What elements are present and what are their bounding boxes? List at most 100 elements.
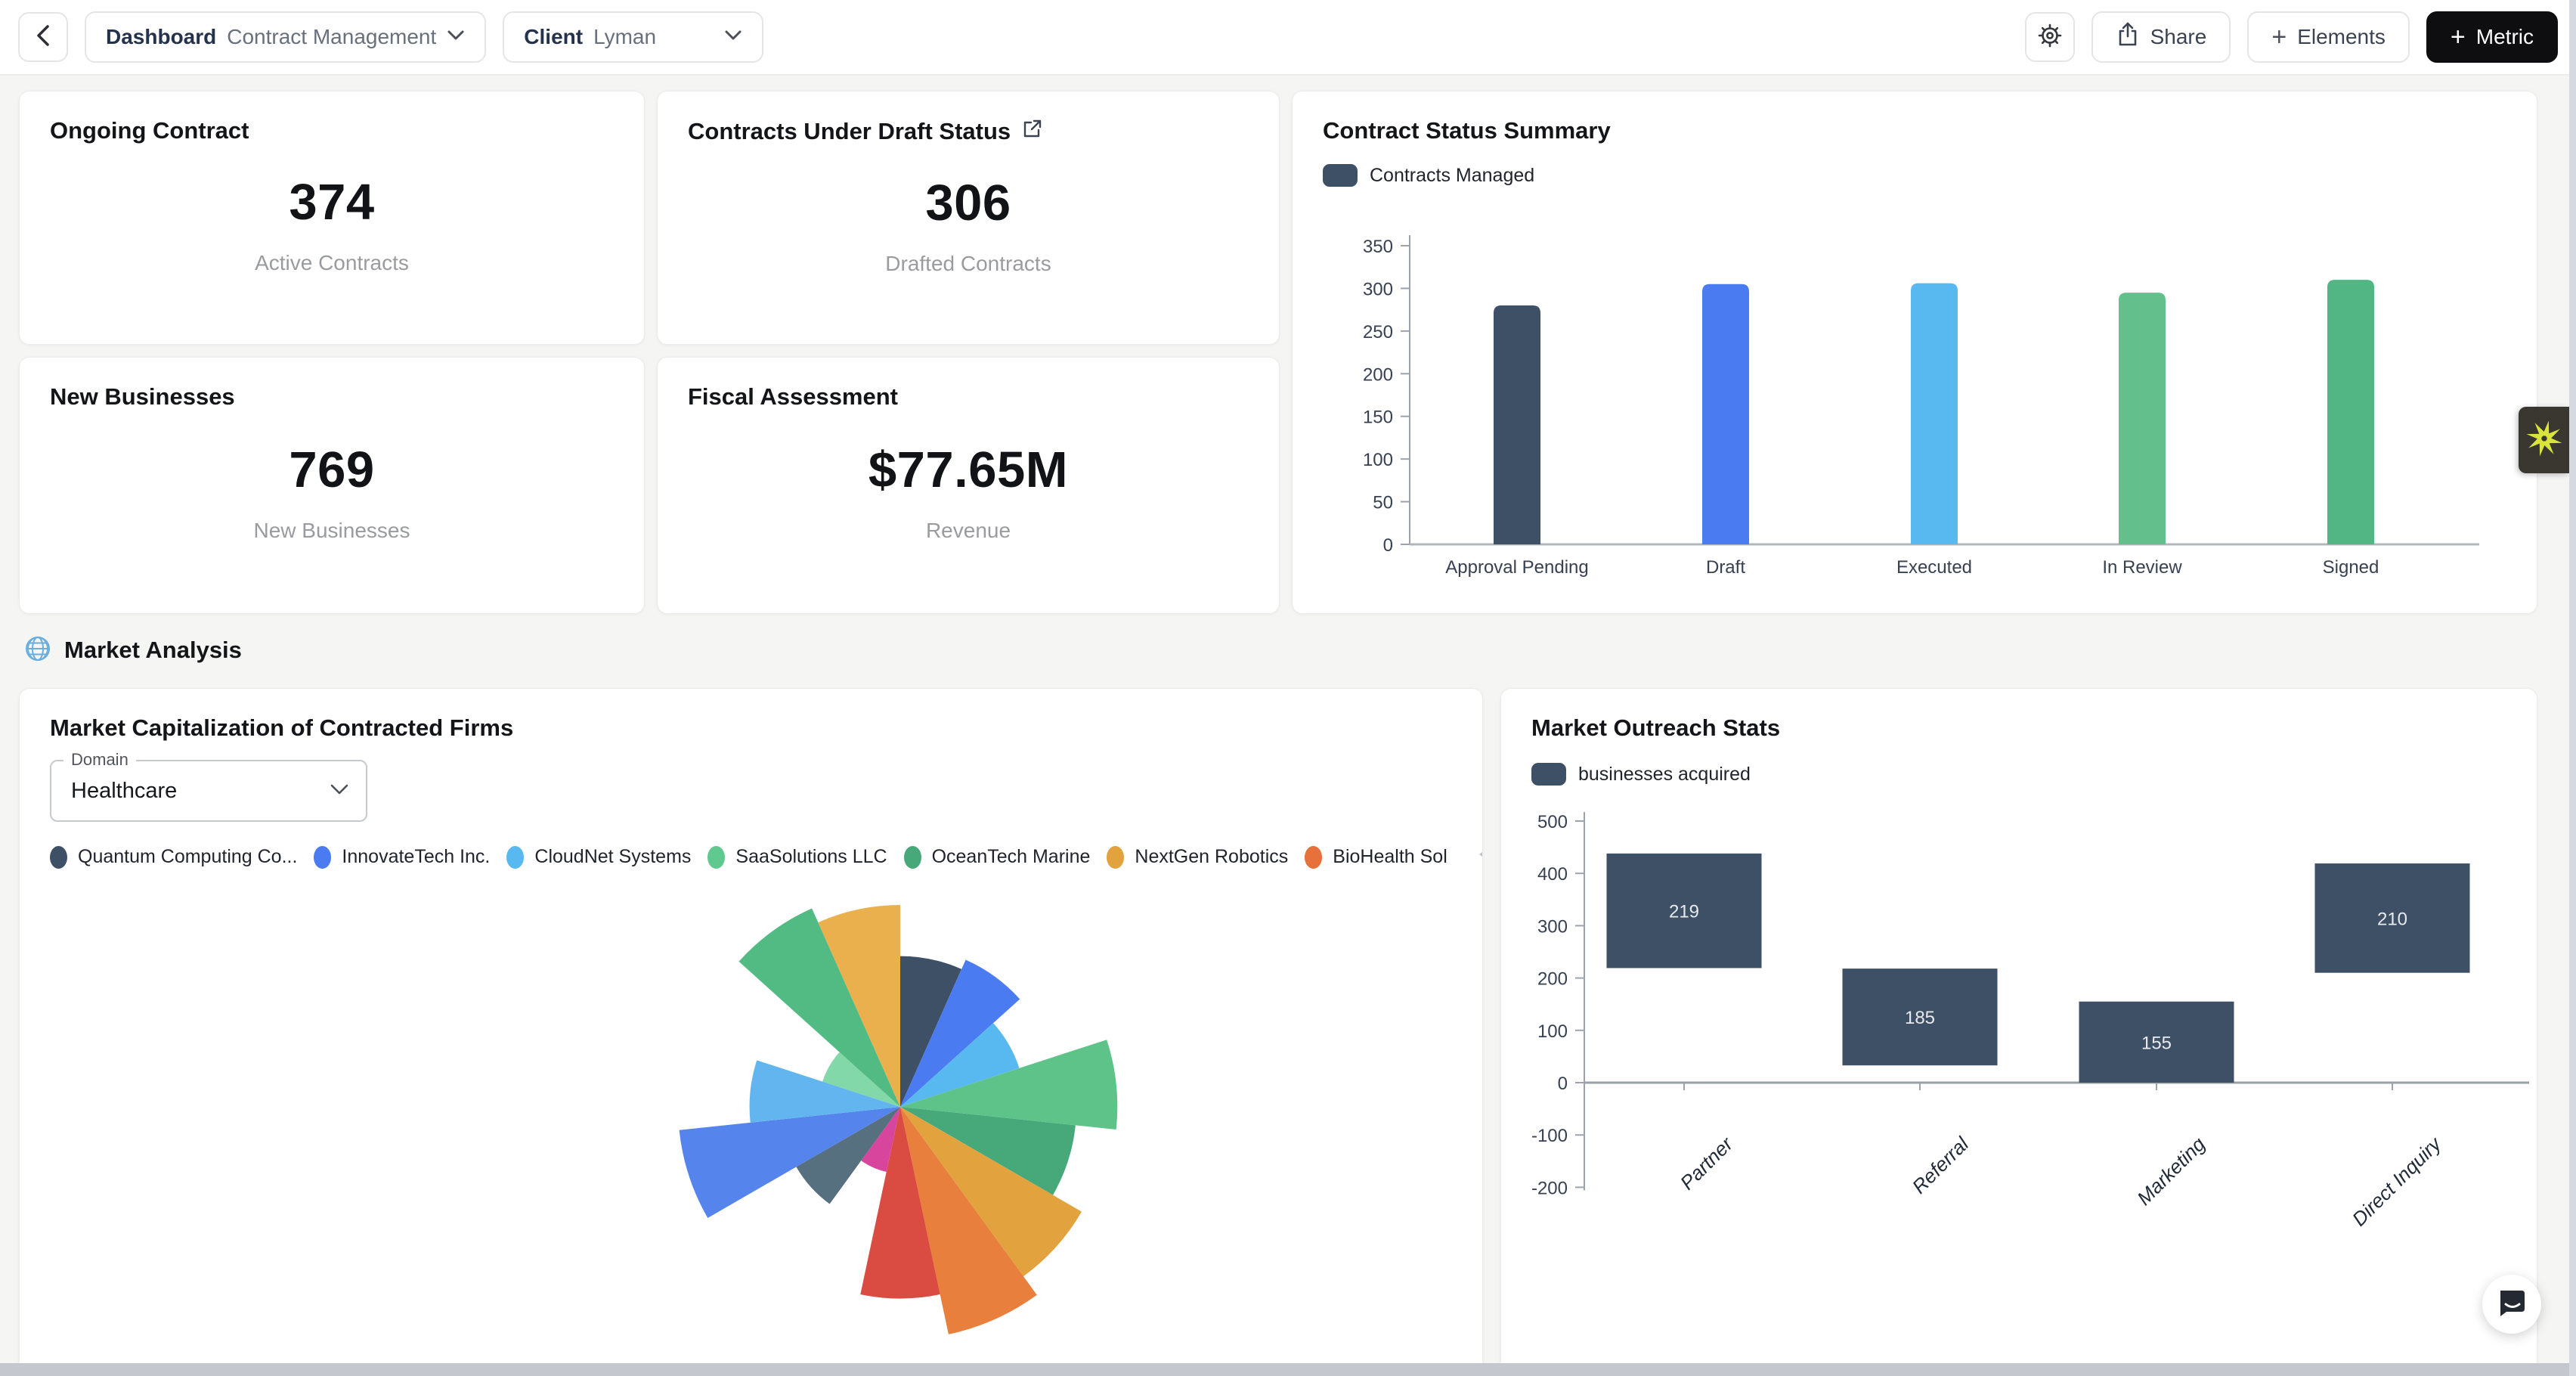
svg-text:Partner: Partner — [1676, 1132, 1738, 1194]
chart-title: Market Outreach Stats — [1531, 714, 1781, 741]
svg-text:Direct Inquiry: Direct Inquiry — [2348, 1132, 2447, 1231]
svg-text:150: 150 — [1363, 408, 1393, 428]
client-selector-label: Client — [524, 25, 584, 48]
legend-dot — [1107, 845, 1125, 869]
legend-item-label: CloudNet Systems — [534, 846, 692, 867]
domain-select[interactable]: Domain Healthcare — [50, 750, 367, 822]
svg-text:-200: -200 — [1531, 1178, 1568, 1198]
client-selector[interactable]: Client Lyman — [503, 11, 764, 63]
stat-value: 306 — [925, 174, 1011, 231]
card-title: Contracts Under Draft Status — [688, 118, 1011, 144]
chevron-down-icon — [330, 783, 349, 799]
card-title: Ongoing Contract — [50, 117, 249, 144]
vertical-scrollbar[interactable] — [2569, 0, 2576, 1376]
legend-item-label: NextGen Robotics — [1135, 846, 1289, 867]
ongoing-contract-card: Ongoing Contract 374 Active Contracts — [19, 91, 645, 345]
legend-item[interactable]: InnovateTech Inc. — [314, 845, 491, 869]
svg-text:Executed: Executed — [1896, 557, 1972, 578]
contracts-under-draft-card: Contracts Under Draft Status 306 Drafted… — [657, 91, 1280, 345]
legend-dot — [903, 845, 921, 869]
chevron-left-icon — [33, 20, 54, 54]
status-chart-legend[interactable]: Contracts Managed — [1323, 164, 2506, 187]
chevron-down-icon — [724, 29, 742, 45]
asterisk-icon — [2525, 419, 2564, 462]
legend-item[interactable]: SaaSolutions LLC — [707, 845, 887, 869]
dashboard-selector[interactable]: Dashboard Contract Management — [85, 11, 487, 63]
svg-text:Referral: Referral — [1908, 1132, 1974, 1198]
legend-prev-button[interactable] — [1476, 845, 1482, 869]
legend-item[interactable]: BioHealth Sol — [1305, 845, 1447, 869]
market-outreach-bar-chart[interactable]: 500 400 300 200 100 0 -100 -200 219 Partner 185 Ref… — [1531, 811, 2537, 1322]
card-title: Fiscal Assessment — [688, 383, 899, 410]
legend-item[interactable]: CloudNet Systems — [506, 845, 692, 869]
dashboard-selector-value: Contract Management — [227, 25, 437, 48]
svg-text:Approval Pending: Approval Pending — [1445, 557, 1588, 578]
svg-text:200: 200 — [1363, 364, 1393, 385]
legend-dot — [707, 845, 726, 869]
svg-text:350: 350 — [1363, 237, 1393, 257]
svg-text:155: 155 — [2141, 1033, 2172, 1053]
market-cap-legend: Quantum Computing Co... InnovateTech Inc.… — [50, 845, 1482, 869]
section-title: Market Analysis — [64, 637, 242, 663]
svg-text:210: 210 — [2377, 909, 2407, 929]
feedback-side-tab[interactable] — [2519, 407, 2569, 473]
chart-title: Market Capitalization of Contracted Firm… — [50, 714, 514, 741]
legend-dot — [1305, 845, 1323, 869]
legend-item[interactable]: NextGen Robotics — [1107, 845, 1289, 869]
svg-text:500: 500 — [1537, 812, 1568, 832]
legend-swatch — [1323, 164, 1358, 187]
svg-text:300: 300 — [1363, 279, 1393, 299]
svg-text:100: 100 — [1537, 1021, 1568, 1042]
stat-value: 374 — [289, 173, 375, 231]
share-button[interactable]: Share — [2091, 11, 2231, 63]
legend-dot — [314, 845, 332, 869]
topbar: Dashboard Contract Management Client Lym… — [0, 0, 2576, 76]
horizontal-scrollbar[interactable] — [0, 1363, 2569, 1376]
svg-text:250: 250 — [1363, 322, 1393, 342]
legend-dot — [50, 845, 67, 869]
external-link-icon[interactable] — [1021, 117, 1044, 146]
market-cap-rose-chart[interactable] — [50, 871, 1452, 1376]
outreach-chart-legend[interactable]: businesses acquired — [1531, 763, 2506, 786]
add-elements-button[interactable]: + Elements — [2247, 11, 2410, 63]
svg-text:400: 400 — [1537, 864, 1568, 885]
market-analysis-header: Market Analysis — [23, 634, 2576, 667]
domain-select-label: Domain — [63, 750, 136, 770]
add-metric-label: Metric — [2475, 25, 2534, 48]
legend-item[interactable]: Quantum Computing Co... — [50, 845, 298, 869]
settings-button[interactable] — [2024, 12, 2075, 62]
globe-icon — [23, 634, 52, 667]
svg-text:185: 185 — [1905, 1008, 1935, 1028]
share-icon — [2116, 21, 2140, 54]
back-button[interactable] — [18, 12, 68, 62]
legend-label: Contracts Managed — [1370, 164, 1535, 186]
svg-text:200: 200 — [1537, 969, 1568, 990]
dashboard-selector-label: Dashboard — [106, 25, 217, 48]
legend-pager: 1/3 — [1476, 845, 1482, 869]
stat-label: New Businesses — [253, 518, 410, 542]
stat-label: Revenue — [925, 518, 1011, 542]
chat-bubble-icon — [2495, 1286, 2528, 1323]
plus-icon: + — [2450, 23, 2466, 51]
svg-text:300: 300 — [1537, 916, 1568, 937]
gear-icon — [2035, 20, 2065, 54]
add-metric-button[interactable]: + Metric — [2426, 11, 2558, 63]
chat-launcher-button[interactable] — [2482, 1275, 2541, 1334]
stat-label: Active Contracts — [255, 250, 409, 274]
client-selector-value: Lyman — [593, 25, 657, 48]
stat-value: $77.65M — [868, 441, 1069, 498]
svg-text:219: 219 — [1669, 902, 1699, 922]
fiscal-assessment-card: Fiscal Assessment $77.65M Revenue — [657, 357, 1280, 614]
legend-items: Quantum Computing Co... InnovateTech Inc.… — [50, 845, 1464, 869]
legend-label: businesses acquired — [1578, 763, 1751, 785]
legend-item-label: InnovateTech Inc. — [342, 846, 491, 867]
share-button-label: Share — [2150, 25, 2207, 48]
new-businesses-card: New Businesses 769 New Businesses — [19, 357, 645, 614]
legend-item[interactable]: OceanTech Marine — [903, 845, 1090, 869]
chevron-down-icon — [447, 29, 465, 45]
legend-item-label: Quantum Computing Co... — [78, 846, 298, 867]
svg-text:50: 50 — [1373, 493, 1393, 513]
stat-value: 769 — [289, 441, 375, 498]
contract-status-bar-chart[interactable]: 0 50 100 150 200 250 300 350 Approval Pending Dra… — [1323, 208, 2507, 601]
stats-section: Ongoing Contract 374 Active Contracts Co… — [0, 76, 2576, 614]
